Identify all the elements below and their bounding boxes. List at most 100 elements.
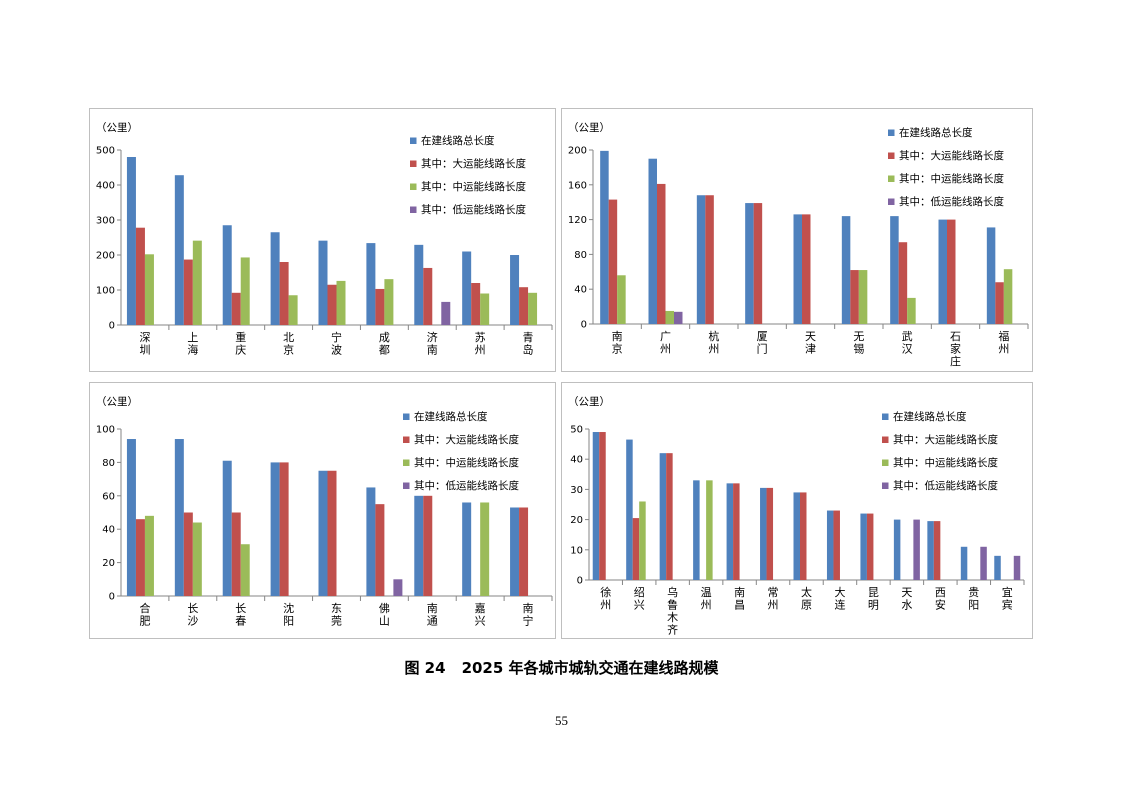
bar <box>648 158 657 324</box>
x-tick-label: 南通 <box>427 602 438 628</box>
bar <box>726 483 734 580</box>
x-tick-label: 重庆 <box>235 330 246 357</box>
x-tick-label: 济南 <box>427 330 438 357</box>
legend-swatch <box>882 459 889 466</box>
x-tick-label: 福州 <box>998 329 1009 356</box>
x-tick-label: 北京 <box>283 331 294 357</box>
bar <box>318 470 328 596</box>
x-tick-label: 青岛 <box>523 331 534 357</box>
bar <box>240 257 250 325</box>
bar <box>366 243 376 325</box>
bar <box>860 513 867 580</box>
bar <box>414 495 424 596</box>
legend-swatch <box>403 436 410 443</box>
bar <box>907 297 916 324</box>
bar <box>666 453 673 580</box>
bar <box>231 292 241 325</box>
y-tick-label: 0 <box>109 592 115 603</box>
bar <box>375 288 385 325</box>
bar <box>793 214 802 324</box>
bar <box>693 480 700 580</box>
bar <box>802 214 811 324</box>
bar <box>753 203 763 324</box>
bar <box>986 227 996 324</box>
bar <box>288 295 298 325</box>
x-tick-label: 南京 <box>612 330 623 356</box>
bar <box>657 183 666 324</box>
y-tick-label: 50 <box>570 425 583 436</box>
y-tick-label: 200 <box>568 146 587 157</box>
bar <box>893 519 901 580</box>
bar <box>126 157 136 325</box>
x-tick-label: 合肥 <box>139 601 150 628</box>
bar <box>393 579 403 596</box>
bar <box>423 267 433 325</box>
x-tick-label: 南宁 <box>523 602 534 628</box>
bar <box>866 513 874 580</box>
bar <box>327 284 337 325</box>
y-tick-label: 20 <box>570 515 583 526</box>
bar <box>696 195 706 324</box>
bar <box>994 555 1001 580</box>
x-tick-label: 上海 <box>187 331 198 357</box>
bar <box>617 275 626 324</box>
legend-label: 其中：中运能线路长度 <box>414 456 519 469</box>
chart-panel-top-right: （公里） 0 40 80 120 160 200 南京 广州 杭州 厦门 天津 无锡 武汉 石家庄 福州 在建线… <box>561 108 1033 372</box>
chart-svg: （公里） 0 100 200 300 400 500 深圳 上海 重庆 北京 宁波 成都 济南 苏州 青岛 在建… <box>96 122 553 357</box>
y-tick-label: 80 <box>574 250 587 261</box>
y-tick-label: 0 <box>581 320 587 331</box>
bar <box>336 280 346 325</box>
bar <box>231 512 241 596</box>
x-tick-label: 长沙 <box>187 602 198 628</box>
bar <box>375 504 385 596</box>
x-tick-label: 嘉兴 <box>475 601 486 628</box>
bar <box>327 470 337 596</box>
y-tick-label: 500 <box>96 146 115 157</box>
legend-label: 其中：低运能线路长度 <box>899 195 1004 208</box>
legend-label: 其中：大运能线路长度 <box>893 433 998 446</box>
bar <box>126 439 136 596</box>
bar <box>632 518 640 580</box>
x-tick-label: 南昌 <box>734 586 745 612</box>
chart-panel-bottom-right: （公里） 0 10 20 30 40 50 徐州 绍兴 乌鲁木齐 温州 南昌 常州 太原 大连 昆明 天水 西安贵… <box>561 382 1033 639</box>
chart-panel-top-left: （公里） 0 100 200 300 400 500 深圳 上海 重庆 北京 宁波 成都 济南 苏州 青岛 在建… <box>89 108 556 372</box>
legend-swatch <box>410 160 417 167</box>
bar <box>135 519 145 596</box>
y-tick-label: 60 <box>102 491 115 502</box>
x-tick-label: 苏州 <box>475 331 486 357</box>
bar <box>592 432 600 580</box>
bar <box>183 259 193 325</box>
legend-label: 在建线路总长度 <box>421 134 495 147</box>
bar <box>174 439 184 596</box>
legend-swatch <box>403 413 410 420</box>
bar <box>800 492 807 580</box>
legend-swatch <box>410 137 417 144</box>
legend-swatch <box>410 206 417 213</box>
bar <box>608 199 618 324</box>
legend-swatch <box>882 436 889 443</box>
bar <box>733 483 740 580</box>
bar <box>639 501 646 580</box>
bar <box>270 462 280 596</box>
y-tick-label: 40 <box>570 455 583 466</box>
x-tick-label: 长春 <box>235 602 246 628</box>
legend-label: 其中：低运能线路长度 <box>414 479 519 492</box>
bar <box>793 492 800 580</box>
chart-svg: （公里） 0 20 40 60 80 100 合肥 长沙 长春 沈阳 东莞 佛山 南通 嘉兴 南宁 在建线路总长… <box>96 396 553 628</box>
x-tick-label: 天津 <box>805 330 816 356</box>
x-tick-label: 宁波 <box>331 330 342 357</box>
bar <box>135 227 145 325</box>
x-tick-label: 天水 <box>901 586 912 612</box>
bar <box>462 502 472 596</box>
bar <box>858 270 868 324</box>
legend-swatch <box>882 482 889 489</box>
bar <box>480 293 490 325</box>
legend-swatch <box>888 175 895 182</box>
y-tick-label: 10 <box>570 545 583 556</box>
x-tick-label: 乌鲁木齐 <box>667 585 678 637</box>
y-tick-label: 100 <box>96 286 115 297</box>
y-tick-label: 40 <box>102 525 115 536</box>
y-tick-label: 20 <box>102 558 115 569</box>
